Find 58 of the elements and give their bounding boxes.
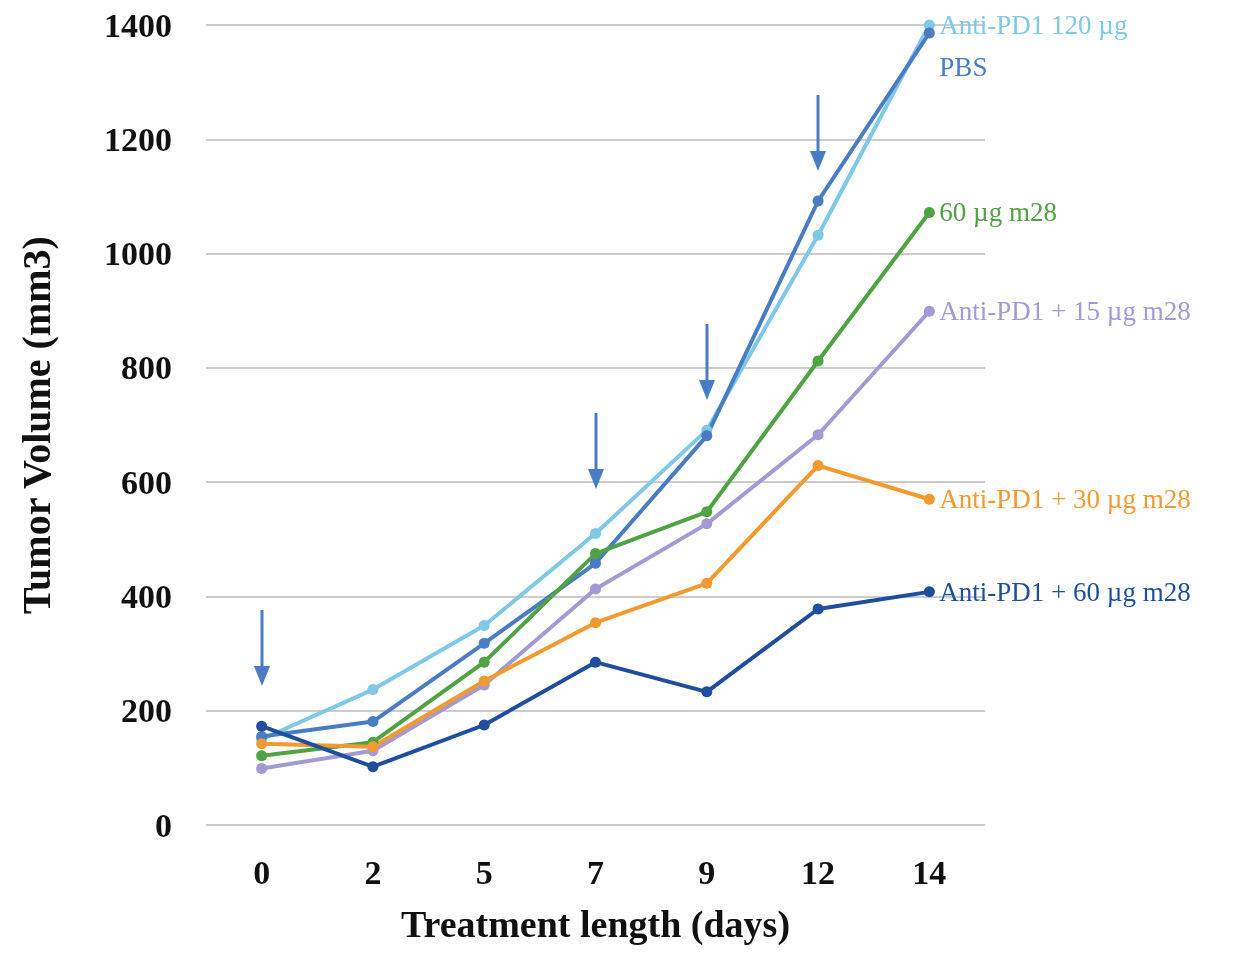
point xyxy=(923,206,935,218)
point xyxy=(590,617,601,629)
point xyxy=(367,761,379,773)
series-label: Anti-PD1 120 µg xyxy=(939,10,1128,40)
point xyxy=(701,577,713,589)
series-label: Anti-PD1 + 15 µg m28 xyxy=(939,296,1191,327)
x-tick-label: 5 xyxy=(475,853,493,891)
point xyxy=(256,762,268,774)
point xyxy=(590,557,601,569)
point xyxy=(812,195,824,207)
point xyxy=(478,620,490,632)
point xyxy=(367,741,379,753)
x-tick-label: 2 xyxy=(364,853,382,891)
point xyxy=(367,716,379,728)
point xyxy=(367,684,379,696)
x-axis-title: Treatment length (days) xyxy=(400,903,791,946)
point xyxy=(478,719,490,731)
point xyxy=(701,506,713,518)
x-tick-label: 7 xyxy=(587,853,604,891)
x-tick-label: 0 xyxy=(253,853,271,891)
point xyxy=(812,429,824,441)
point xyxy=(478,675,490,687)
x-tick-label: 12 xyxy=(801,853,836,891)
point xyxy=(256,720,268,732)
point xyxy=(478,637,490,649)
point xyxy=(590,656,601,668)
point xyxy=(923,27,935,39)
point xyxy=(256,750,268,762)
point xyxy=(701,430,713,442)
y-tick-label: 1200 xyxy=(104,120,172,158)
series-label: 60 µg m28 xyxy=(939,197,1057,228)
point xyxy=(256,738,268,750)
y-tick-label: 1400 xyxy=(104,6,172,44)
point xyxy=(701,518,713,530)
y-tick-label: 200 xyxy=(121,692,172,730)
point xyxy=(812,355,824,367)
series-label: PBS xyxy=(939,52,988,82)
point xyxy=(590,583,601,595)
x-tick-label: 9 xyxy=(698,853,716,891)
y-tick-label: 0 xyxy=(155,806,172,844)
point xyxy=(812,603,824,615)
point xyxy=(812,460,824,472)
series-label: Anti-PD1 + 30 µg m28 xyxy=(939,484,1191,515)
series-label: Anti-PD1 + 60 µg m28 xyxy=(939,576,1191,607)
y-axis-title: Tumor Volume (mm3) xyxy=(13,236,59,614)
point xyxy=(923,493,935,505)
y-tick-label: 600 xyxy=(121,463,172,501)
point xyxy=(923,305,935,317)
y-tick-label: 400 xyxy=(121,577,172,615)
point xyxy=(812,229,824,241)
y-tick-label: 800 xyxy=(121,349,172,387)
point xyxy=(923,586,935,598)
y-tick-label: 1000 xyxy=(104,235,172,273)
point xyxy=(478,656,490,668)
point xyxy=(590,548,601,560)
x-tick-label: 14 xyxy=(912,853,947,891)
point xyxy=(701,686,713,698)
point xyxy=(590,528,601,540)
